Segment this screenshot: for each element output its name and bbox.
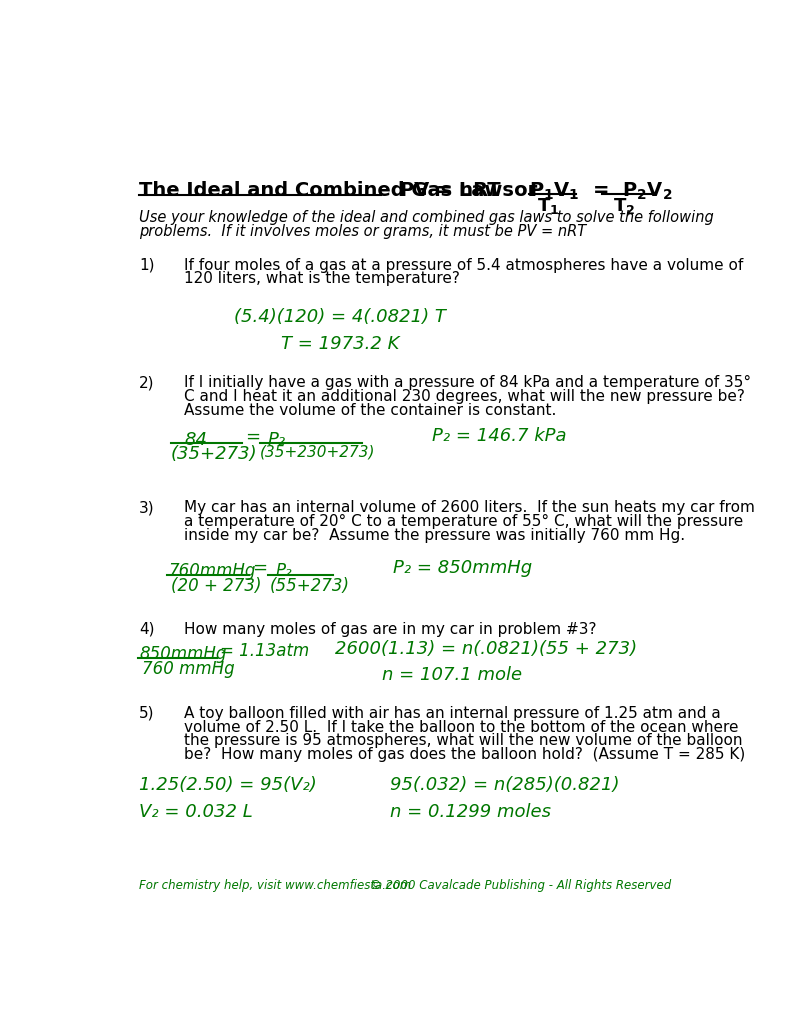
Text: If four moles of a gas at a pressure of 5.4 atmospheres have a volume of: If four moles of a gas at a pressure of … — [184, 258, 744, 272]
Text: be?  How many moles of gas does the balloon hold?  (Assume T = 285 K): be? How many moles of gas does the ballo… — [184, 748, 745, 762]
Text: If I initially have a gas with a pressure of 84 kPa and a temperature of 35°: If I initially have a gas with a pressur… — [184, 376, 751, 390]
Text: 4): 4) — [139, 622, 155, 637]
Text: =: = — [252, 559, 267, 577]
Text: $\mathbf{P_1V_1}$  =  $\mathbf{P_2V_2}$: $\mathbf{P_1V_1}$ = $\mathbf{P_2V_2}$ — [529, 180, 672, 202]
Text: C and I heat it an additional 230 degrees, what will the new pressure be?: C and I heat it an additional 230 degree… — [184, 389, 745, 404]
Text: Use your knowledge of the ideal and combined gas laws to solve the following: Use your knowledge of the ideal and comb… — [139, 210, 714, 225]
Text: 2600(1.13) = n(.0821)(55 + 273): 2600(1.13) = n(.0821)(55 + 273) — [335, 640, 638, 658]
Text: How many moles of gas are in my car in problem #3?: How many moles of gas are in my car in p… — [184, 622, 596, 637]
Text: For chemistry help, visit www.chemfiesta.com: For chemistry help, visit www.chemfiesta… — [139, 879, 411, 892]
Text: Assume the volume of the container is constant.: Assume the volume of the container is co… — [184, 403, 557, 418]
Text: 3): 3) — [139, 500, 155, 515]
Text: n = 0.1299 moles: n = 0.1299 moles — [389, 803, 551, 821]
Text: 1): 1) — [139, 258, 155, 272]
Text: inside my car be?  Assume the pressure was initially 760 mm Hg.: inside my car be? Assume the pressure wa… — [184, 528, 685, 543]
Text: The Ideal and Combined Gas Laws: The Ideal and Combined Gas Laws — [139, 180, 514, 200]
Text: (35+273): (35+273) — [171, 444, 258, 463]
Text: problems.  If it involves moles or grams, it must be PV = nRT: problems. If it involves moles or grams,… — [139, 224, 586, 239]
Text: 760 mmHg: 760 mmHg — [142, 660, 234, 678]
Text: V₂ = 0.032 L: V₂ = 0.032 L — [139, 803, 253, 821]
Text: 95(.032) = n(285)(0.821): 95(.032) = n(285)(0.821) — [389, 776, 619, 794]
Text: PV = nRT  or: PV = nRT or — [399, 180, 537, 200]
Text: the pressure is 95 atmospheres, what will the new volume of the balloon: the pressure is 95 atmospheres, what wil… — [184, 733, 743, 749]
Text: = 1.13atm: = 1.13atm — [220, 642, 309, 660]
Text: =: = — [245, 427, 260, 445]
Text: a temperature of 20° C to a temperature of 55° C, what will the pressure: a temperature of 20° C to a temperature … — [184, 514, 744, 529]
Text: 850mmHg: 850mmHg — [139, 645, 226, 663]
Text: T = 1973.2 K: T = 1973.2 K — [281, 335, 399, 352]
Text: 2): 2) — [139, 376, 155, 390]
Text: 120 liters, what is the temperature?: 120 liters, what is the temperature? — [184, 271, 460, 287]
Text: n = 107.1 mole: n = 107.1 mole — [382, 667, 522, 684]
Text: (55+273): (55+273) — [270, 578, 350, 595]
Text: volume of 2.50 L.  If I take the balloon to the bottom of the ocean where: volume of 2.50 L. If I take the balloon … — [184, 720, 739, 734]
Text: 1.25(2.50) = 95(V₂): 1.25(2.50) = 95(V₂) — [139, 776, 317, 794]
Text: 84: 84 — [184, 431, 207, 449]
Text: © 2000 Cavalcade Publishing - All Rights Reserved: © 2000 Cavalcade Publishing - All Rights… — [370, 879, 672, 892]
Text: P₂: P₂ — [275, 562, 292, 580]
Text: (5.4)(120) = 4(.0821) T: (5.4)(120) = 4(.0821) T — [234, 307, 446, 326]
Text: $\mathbf{T_1}$: $\mathbf{T_1}$ — [537, 196, 559, 216]
Text: $\mathbf{T_2}$: $\mathbf{T_2}$ — [613, 196, 635, 216]
Text: (35+230+273): (35+230+273) — [260, 444, 376, 460]
Text: 5): 5) — [139, 706, 155, 721]
Text: P₂ = 146.7 kPa: P₂ = 146.7 kPa — [432, 427, 566, 445]
Text: My car has an internal volume of 2600 liters.  If the sun heats my car from: My car has an internal volume of 2600 li… — [184, 500, 755, 515]
Text: 760mmHg: 760mmHg — [168, 562, 256, 580]
Text: P₂ = 850mmHg: P₂ = 850mmHg — [393, 559, 532, 577]
Text: P₂: P₂ — [268, 431, 286, 449]
Text: (20 + 273): (20 + 273) — [171, 578, 262, 595]
Text: A toy balloon filled with air has an internal pressure of 1.25 atm and a: A toy balloon filled with air has an int… — [184, 706, 721, 721]
